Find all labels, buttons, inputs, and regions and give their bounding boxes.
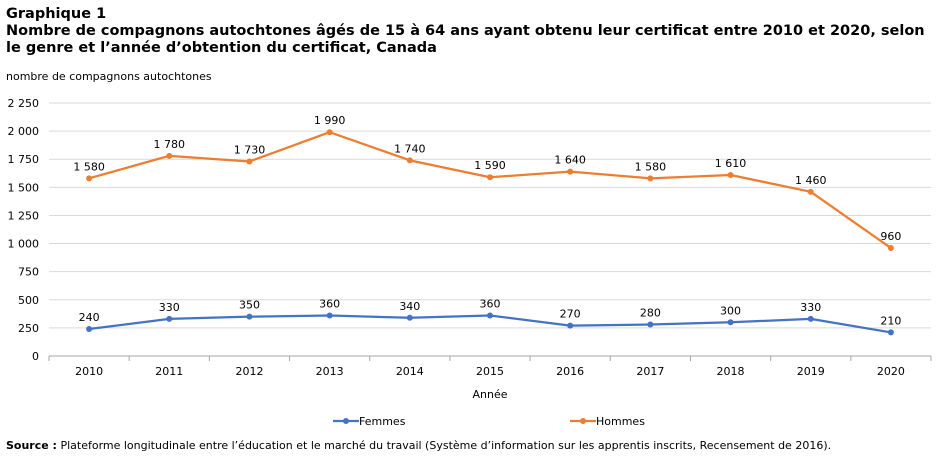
data-point-femmes: [406, 314, 413, 321]
data-label-hommes: 1 580: [73, 160, 105, 173]
y-tick-label: 500: [18, 294, 39, 307]
x-tick-label: 2010: [75, 365, 103, 378]
source-note: Source : Plateforme longitudinale entre …: [6, 439, 831, 452]
data-label-hommes: 1 990: [314, 114, 346, 127]
data-point-femmes: [567, 322, 574, 329]
data-point-hommes: [887, 245, 894, 252]
data-point-hommes: [807, 188, 814, 195]
legend-label-hommes: Hommes: [596, 415, 645, 428]
data-point-hommes: [567, 168, 574, 175]
legend-item-femmes: Femmes: [333, 415, 406, 428]
y-tick-label: 1 750: [8, 153, 40, 166]
data-label-hommes: 1 740: [394, 142, 426, 155]
x-tick-label: 2012: [235, 365, 263, 378]
data-point-hommes: [647, 175, 654, 182]
legend-item-hommes: Hommes: [570, 415, 645, 428]
gridlines: [49, 102, 931, 329]
data-point-femmes: [86, 326, 93, 333]
data-point-femmes: [807, 315, 814, 322]
data-point-femmes: [887, 329, 894, 336]
y-tick-label: 1 250: [8, 209, 40, 222]
data-label-femmes: 350: [239, 299, 260, 312]
data-label-hommes: 1 590: [474, 159, 506, 172]
y-tick-label: 2 250: [8, 97, 40, 110]
legend-marker-femmes: [343, 418, 349, 424]
y-tick-label: 0: [32, 350, 39, 363]
axes: [48, 355, 932, 361]
chart-label: Graphique 1: [6, 6, 107, 22]
y-tick-label: 2 000: [8, 125, 40, 138]
data-label-hommes: 1 730: [234, 143, 266, 156]
data-label-hommes: 960: [880, 230, 901, 243]
x-tick-label: 2015: [476, 365, 504, 378]
data-label-femmes: 330: [159, 301, 180, 314]
data-label-femmes: 340: [399, 300, 420, 313]
y-tick-label: 1 500: [8, 181, 40, 194]
data-point-hommes: [326, 129, 333, 136]
x-axis-ticks: 2010 2011 2012 2013 2014 2015 2016 2017 2018 2019…: [75, 365, 905, 378]
data-label-hommes: 1 460: [795, 174, 827, 187]
data-label-femmes: 360: [480, 298, 501, 311]
chart-title-block: Graphique 1 Nombre de compagnons autocht…: [6, 6, 936, 57]
legend-label-femmes: Femmes: [359, 415, 406, 428]
data-point-femmes: [326, 312, 333, 319]
data-point-hommes: [406, 157, 413, 164]
source-label: Source :: [6, 439, 57, 452]
x-tick-label: 2018: [717, 365, 745, 378]
data-label-hommes: 1 580: [635, 160, 667, 173]
data-point-hommes: [727, 171, 734, 178]
data-point-femmes: [166, 315, 173, 322]
x-tick-label: 2013: [316, 365, 344, 378]
legend-marker-hommes: [580, 418, 586, 424]
series-group: 240 330 350 360 340 360 270 280 300 330 210 1 580 1 …: [73, 114, 901, 336]
data-point-femmes: [487, 312, 493, 319]
legend: Femmes Hommes: [333, 415, 645, 428]
x-tick-label: 2016: [556, 365, 584, 378]
source-text: Plateforme longitudinale entre l’éducati…: [60, 439, 832, 452]
series-line-hommes: [88, 131, 892, 249]
data-point-femmes: [246, 313, 253, 320]
data-label-femmes: 330: [800, 301, 821, 314]
data-label-femmes: 270: [560, 308, 581, 321]
x-tick-label: 2011: [155, 365, 183, 378]
data-point-hommes: [86, 175, 93, 182]
y-tick-label: 250: [18, 322, 39, 335]
data-label-femmes: 210: [880, 314, 901, 327]
data-point-hommes: [246, 158, 253, 165]
data-label-hommes: 1 780: [154, 138, 186, 151]
data-point-hommes: [166, 152, 173, 159]
y-tick-label: 750: [18, 266, 39, 279]
x-tick-label: 2017: [636, 365, 664, 378]
data-label-femmes: 360: [319, 298, 340, 311]
data-label-femmes: 300: [720, 304, 741, 317]
data-point-femmes: [727, 319, 734, 326]
data-label-femmes: 280: [640, 307, 661, 320]
data-label-hommes: 1 640: [554, 154, 586, 167]
data-point-hommes: [487, 174, 493, 181]
data-label-femmes: 240: [79, 311, 100, 324]
y-axis-title: nombre de compagnons autochtones: [6, 70, 212, 83]
chart-title-line-1: Nombre de compagnons autochtones âgés de…: [6, 23, 925, 39]
x-tick-label: 2020: [877, 365, 905, 378]
chart-title-line-2: le genre et l’année d’obtention du certi…: [6, 40, 437, 56]
x-tick-label: 2019: [797, 365, 825, 378]
x-tick-label: 2014: [396, 365, 424, 378]
x-axis-title: Année: [472, 388, 507, 401]
data-point-femmes: [647, 321, 654, 328]
y-axis-ticks: 0 250 500 750 1 000 1 250 1 500 1 750 2 000 2 250: [8, 97, 40, 363]
data-label-hommes: 1 610: [715, 157, 747, 170]
y-tick-label: 1 000: [8, 238, 40, 251]
